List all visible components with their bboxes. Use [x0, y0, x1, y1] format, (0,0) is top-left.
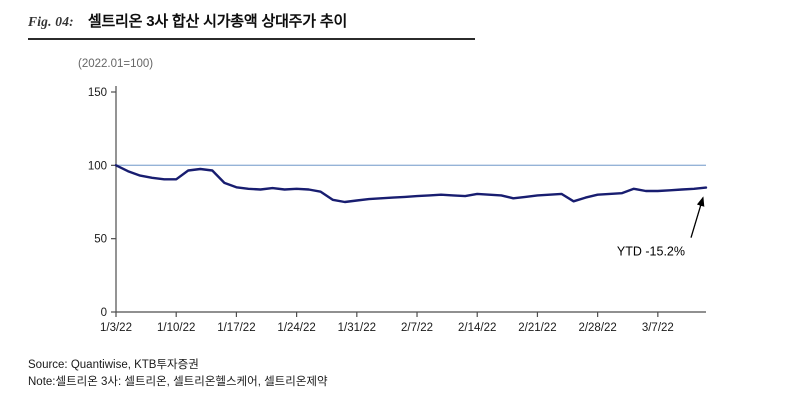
x-tick-label: 2/7/22 [401, 322, 433, 334]
x-tick-label: 1/24/22 [277, 322, 315, 334]
figure-label: Fig. 04: [28, 14, 74, 29]
x-tick-label: 2/14/22 [458, 322, 496, 334]
figure-title: 셀트리온 3사 합산 시가총액 상대주가 추이 [87, 13, 348, 30]
x-tick-label: 3/7/22 [642, 322, 674, 334]
y-tick-label: 0 [101, 307, 107, 319]
figure-header: Fig. 04: 셀트리온 3사 합산 시가총액 상대주가 추이 [0, 0, 800, 31]
figure-footer: Source: Quantiwise, KTB투자증권 Note:셀트리온 3사… [28, 357, 800, 392]
title-divider [28, 38, 475, 40]
x-tick-label: 1/17/22 [217, 322, 255, 334]
x-tick-label: 2/28/22 [578, 322, 616, 334]
y-tick-label: 100 [88, 160, 107, 172]
ytd-arrow [690, 196, 705, 238]
y-tick-label: 50 [94, 234, 107, 246]
x-tick-label: 1/3/22 [100, 322, 132, 334]
price-line [114, 164, 708, 204]
x-tick-label: 2/21/22 [518, 322, 556, 334]
source-line: Source: Quantiwise, KTB투자증권 [28, 359, 199, 371]
x-tick-label: 1/10/22 [157, 322, 195, 334]
y-tick-label: 150 [88, 87, 107, 99]
ytd-annotation: YTD -15.2% [617, 245, 685, 259]
x-tick-label: 1/31/22 [338, 322, 376, 334]
chart-canvas: 0 50 100 150 1/3/22 1/10/22 1/17/22 1/24/22 1/31… [88, 86, 708, 334]
relative-price-line-chart: 0 50 100 150 1/3/22 1/10/22 1/17/22 1/24/22 1/31… [58, 74, 800, 347]
axis-unit-note: (2022.01=100) [78, 58, 154, 70]
note-line: Note:셀트리온 3사: 셀트리온, 셀트리온헬스케어, 셀트리온제약 [28, 376, 328, 389]
